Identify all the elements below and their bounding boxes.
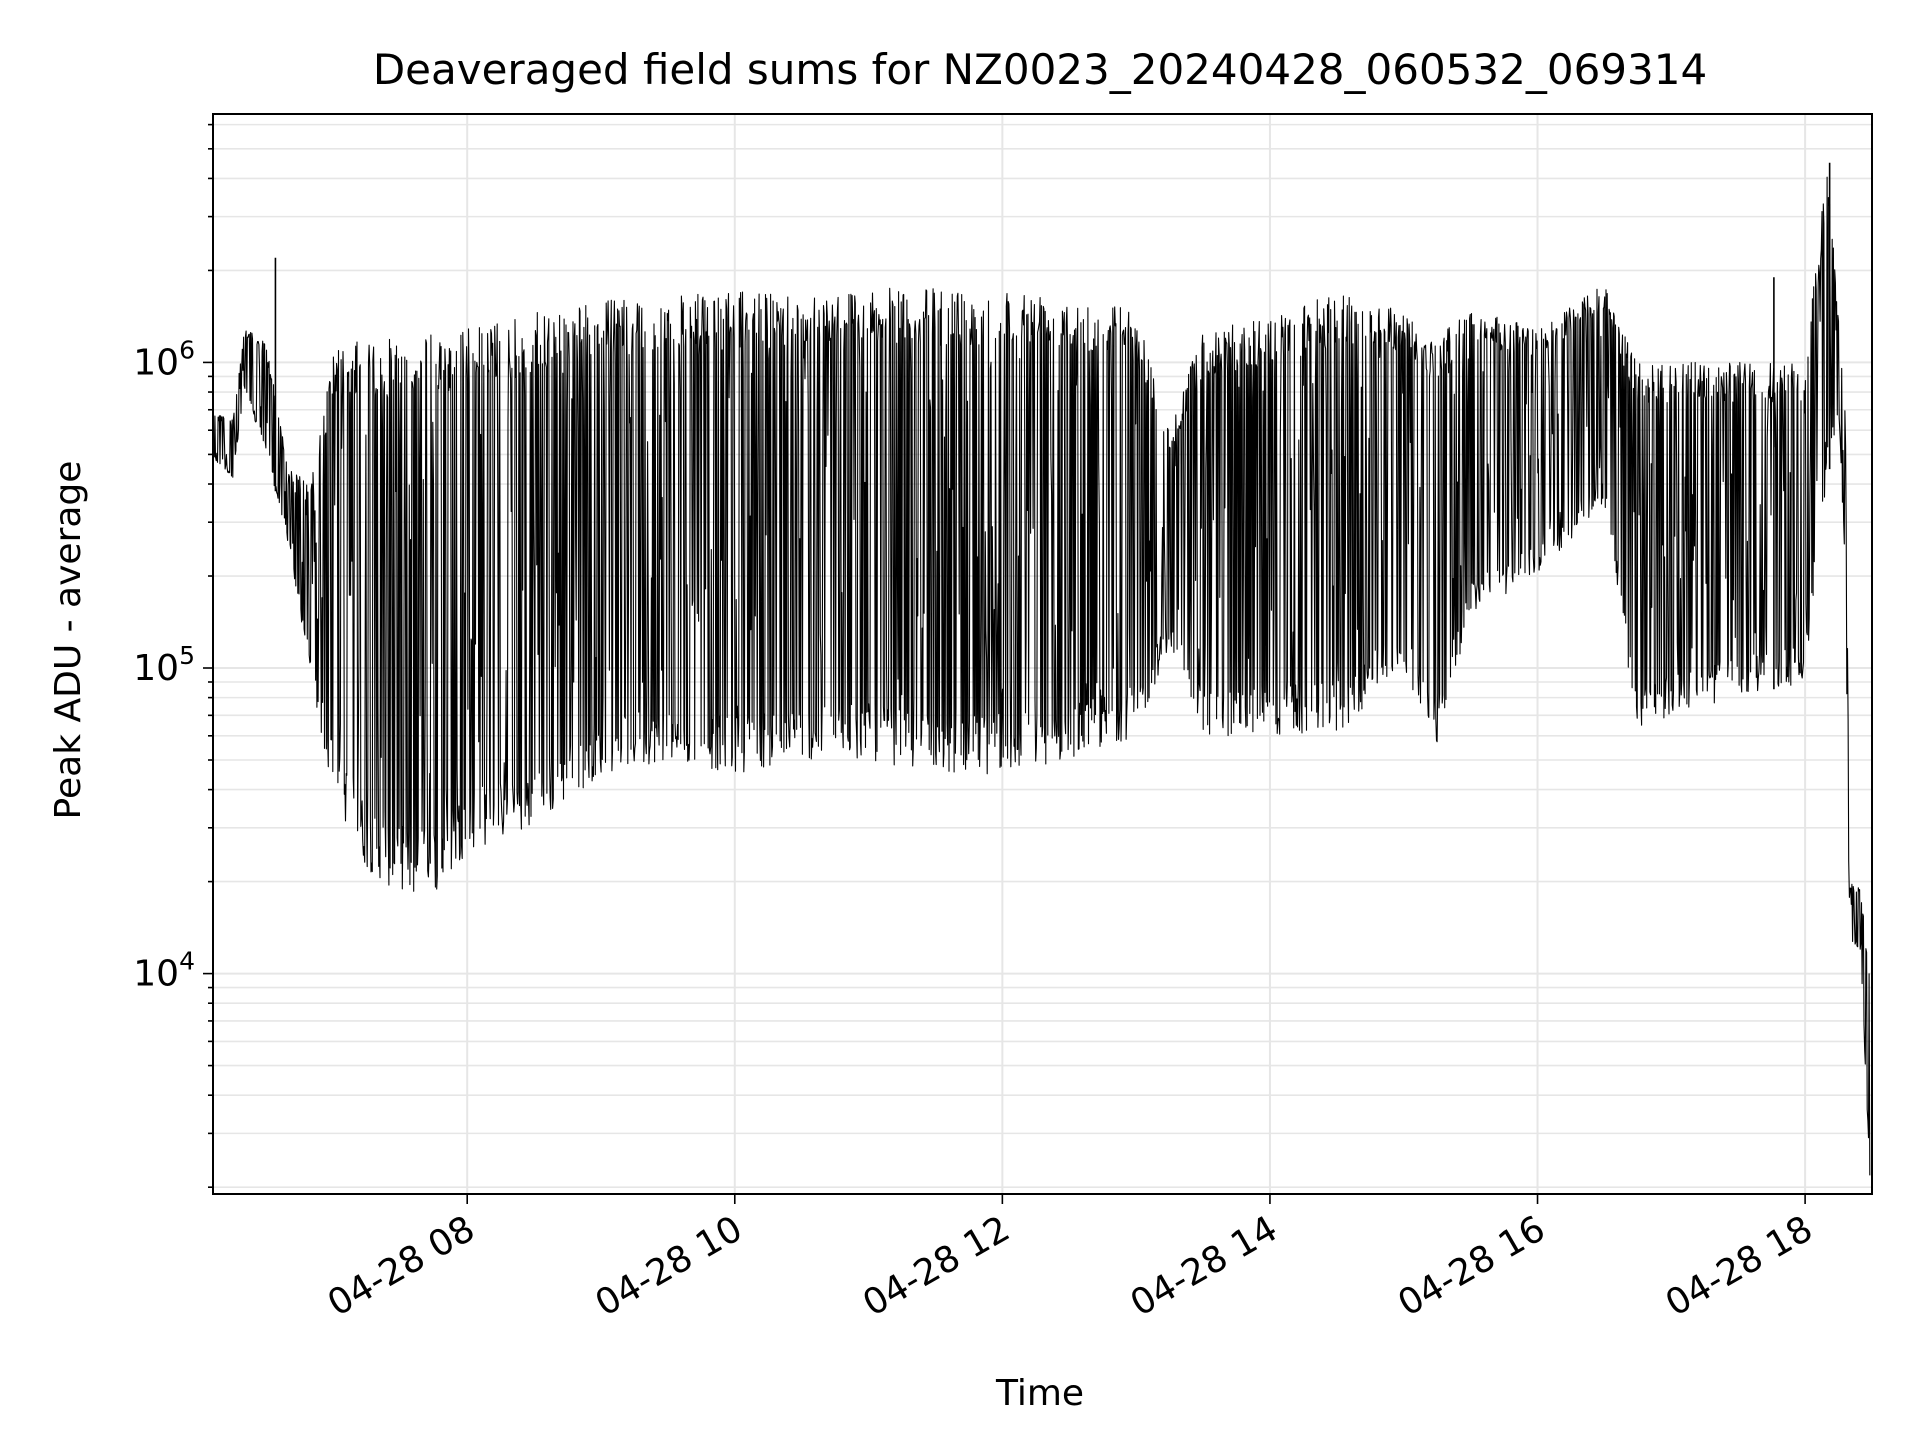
y-axis-label: Peak ADU - average	[48, 461, 89, 820]
plot-frame	[212, 113, 1873, 1195]
series-line	[212, 162, 1871, 1176]
series-trace	[212, 176, 1871, 1176]
y-tick-label: 106	[133, 335, 195, 383]
y-tick-label: 104	[133, 947, 195, 995]
y-axis-ticks: 104 105 106	[133, 123, 213, 1188]
x-axis-label: Time	[995, 1373, 1084, 1414]
y-tick-label: 105	[133, 641, 195, 689]
chart-title: Deaveraged field sums for NZ0023_2024042…	[373, 45, 1707, 94]
